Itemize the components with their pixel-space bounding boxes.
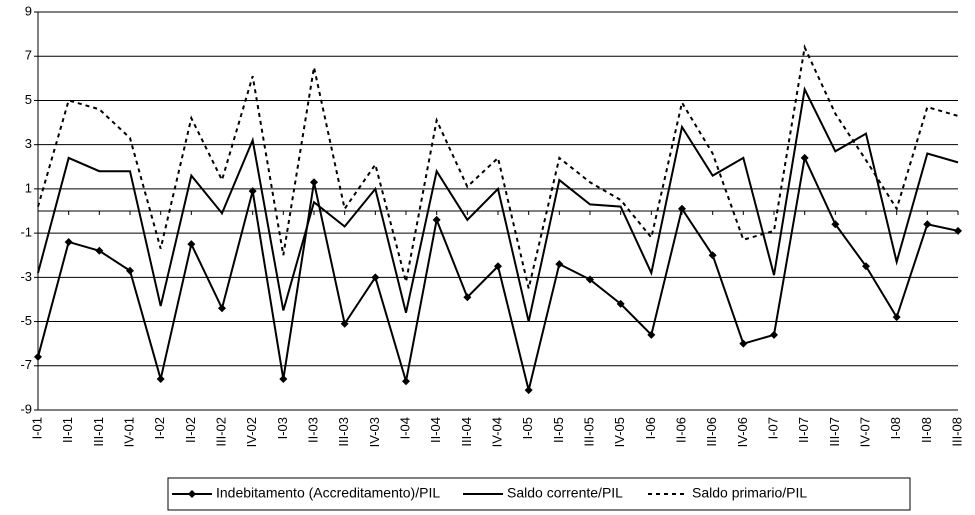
y-tick-label: 3 — [25, 136, 32, 151]
x-tick-label: II-06 — [673, 417, 688, 443]
x-tick-label: III-05 — [581, 417, 596, 447]
y-tick-label: -5 — [20, 313, 32, 328]
point-marker — [770, 330, 778, 339]
series-line — [37, 86, 959, 322]
x-tick-label: III-06 — [704, 417, 719, 447]
x-tick-label: IV-05 — [612, 417, 627, 447]
point-marker — [586, 275, 594, 284]
x-tick-label: I-01 — [29, 417, 44, 439]
point-marker — [494, 262, 502, 271]
x-tick-label: II-01 — [60, 417, 75, 443]
y-tick-label: -9 — [20, 401, 32, 416]
y-tick-label: 5 — [25, 92, 32, 107]
legend-box — [167, 477, 911, 511]
legend-marker — [188, 490, 196, 498]
point-marker — [892, 313, 901, 322]
x-tick-label: III-07 — [827, 417, 842, 447]
x-tick-label: IV-04 — [489, 417, 504, 447]
x-tick-label: I-04 — [397, 417, 412, 439]
x-tick-label: II-02 — [183, 417, 198, 443]
legend-label: Saldo primario/PIL — [692, 485, 807, 501]
x-tick-label: III-01 — [91, 417, 106, 447]
point-marker — [402, 377, 410, 386]
x-tick-label: III-04 — [459, 417, 474, 447]
y-tick-label: -7 — [20, 357, 32, 372]
x-tick-label: I-06 — [643, 417, 658, 439]
point-marker — [34, 352, 42, 361]
x-tick-label: II-03 — [305, 417, 320, 443]
point-marker — [831, 220, 840, 229]
y-tick-label: 9 — [25, 3, 32, 18]
x-tick-label: IV-01 — [121, 417, 136, 447]
x-tick-label: II-07 — [796, 417, 811, 443]
x-tick-label: I-05 — [520, 417, 535, 439]
legend-label: Indebitamento (Accreditamento)/PIL — [216, 485, 440, 501]
x-tick-label: IV-07 — [857, 417, 872, 447]
point-marker — [187, 240, 196, 249]
point-marker — [800, 153, 809, 162]
point-marker — [432, 215, 441, 224]
point-marker — [64, 237, 73, 246]
point-marker — [340, 319, 349, 328]
point-marker — [708, 251, 717, 260]
x-tick-label: II-08 — [919, 417, 934, 443]
point-marker — [739, 339, 748, 348]
x-tick-label: III-03 — [336, 417, 351, 447]
x-tick-label: III-02 — [213, 417, 228, 447]
point-marker — [218, 304, 226, 313]
point-marker — [647, 330, 656, 339]
point-marker — [524, 386, 533, 395]
x-tick-label: I-08 — [888, 417, 903, 439]
point-marker — [95, 246, 104, 255]
point-marker — [126, 266, 134, 275]
point-marker — [862, 262, 870, 271]
point-marker — [156, 375, 165, 384]
point-marker — [555, 260, 564, 269]
point-marker — [310, 178, 318, 187]
y-tick-label: 7 — [25, 48, 32, 63]
x-tick-label: IV-02 — [244, 417, 259, 447]
point-marker — [279, 375, 288, 384]
x-tick-label: I-02 — [152, 417, 167, 439]
x-tick-label: III-08 — [949, 417, 964, 447]
y-tick-label: -3 — [20, 269, 32, 284]
point-marker — [463, 293, 472, 302]
x-tick-label: II-05 — [551, 417, 566, 443]
x-tick-label: IV-03 — [367, 417, 382, 447]
point-marker — [678, 204, 686, 213]
x-tick-label: II-04 — [428, 417, 443, 443]
point-marker — [248, 187, 257, 196]
x-tick-label: IV-06 — [735, 417, 750, 447]
point-marker — [954, 226, 962, 235]
legend-label: Saldo corrente/PIL — [507, 485, 623, 501]
x-tick-label: I-03 — [275, 417, 290, 439]
y-tick-label: -1 — [20, 225, 32, 240]
point-marker — [923, 220, 932, 229]
point-marker — [371, 273, 380, 282]
y-tick-label: 1 — [25, 180, 32, 195]
x-tick-label: I-07 — [765, 417, 780, 439]
series-line — [37, 44, 959, 289]
point-marker — [616, 299, 625, 308]
